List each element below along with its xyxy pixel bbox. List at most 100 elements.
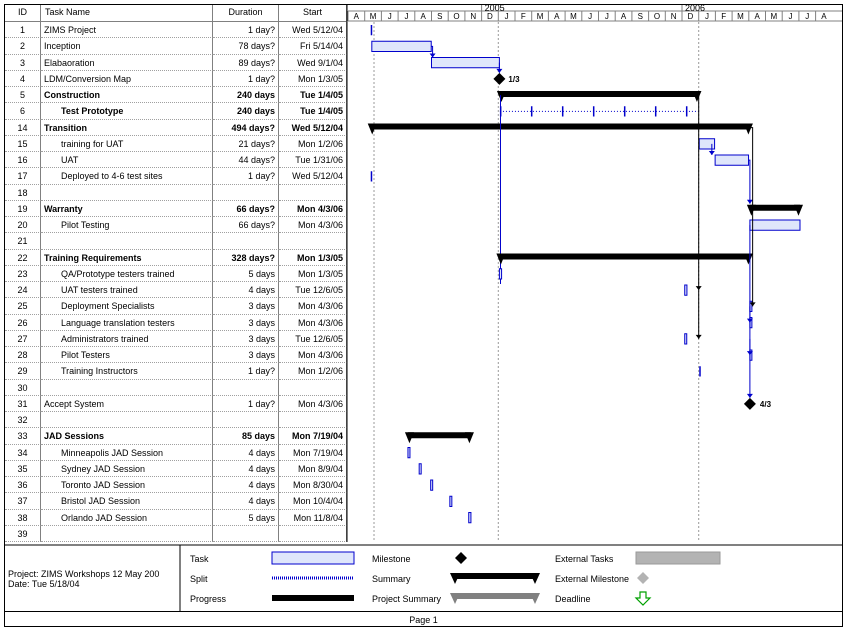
task-id-cell[interactable]: 19 [5, 200, 41, 217]
bar-administrators-trained[interactable] [684, 333, 688, 345]
task-name-cell[interactable]: Deployed to 4-6 test sites [41, 168, 213, 185]
task-duration-cell[interactable] [213, 379, 279, 396]
task-name-cell[interactable]: Minneapolis JAD Session [41, 444, 213, 461]
task-name-cell[interactable]: ZIMS Project [41, 22, 213, 39]
task-duration-cell[interactable] [213, 525, 279, 542]
task-duration-cell[interactable]: 3 days [213, 330, 279, 347]
task-name-cell[interactable]: Elabaoration [41, 54, 213, 71]
task-id-cell[interactable]: 25 [5, 298, 41, 315]
task-name-cell[interactable]: Deployment Specialists [41, 298, 213, 315]
task-duration-cell[interactable]: 1 day? [213, 168, 279, 185]
task-name-cell[interactable]: Transition [41, 119, 213, 136]
task-duration-cell[interactable]: 4 days [213, 282, 279, 299]
task-id-cell[interactable]: 18 [5, 184, 41, 201]
summary-training-requirements[interactable] [499, 253, 750, 260]
task-id-cell[interactable]: 26 [5, 314, 41, 331]
bar-deployed-test-sites[interactable] [370, 171, 373, 182]
task-id-cell[interactable]: 38 [5, 509, 41, 526]
task-id-cell[interactable]: 36 [5, 477, 41, 494]
summary-jad-sessions[interactable] [407, 432, 471, 439]
task-duration-cell[interactable]: 4 days [213, 460, 279, 477]
task-name-cell[interactable] [41, 412, 213, 429]
task-id-cell[interactable]: 22 [5, 249, 41, 266]
bar-minneapolis-jad[interactable] [407, 447, 411, 459]
task-id-cell[interactable]: 34 [5, 444, 41, 461]
task-id-cell[interactable]: 39 [5, 525, 41, 542]
task-name-cell[interactable]: Bristol JAD Session [41, 493, 213, 510]
task-id-cell[interactable]: 14 [5, 119, 41, 136]
task-name-cell[interactable]: Sydney JAD Session [41, 460, 213, 477]
bar-qa-prototype-testers[interactable] [498, 268, 503, 280]
task-duration-cell[interactable]: 44 days? [213, 152, 279, 169]
task-id-cell[interactable]: 6 [5, 103, 41, 120]
task-name-cell[interactable]: Inception [41, 38, 213, 55]
task-duration-cell[interactable]: 4 days [213, 493, 279, 510]
task-id-cell[interactable]: 35 [5, 460, 41, 477]
task-name-cell[interactable]: Orlando JAD Session [41, 509, 213, 526]
milestone-ldm-conversion-map[interactable] [493, 72, 506, 85]
task-duration-cell[interactable]: 78 days? [213, 38, 279, 55]
summary-transition[interactable] [370, 123, 750, 130]
task-id-cell[interactable]: 37 [5, 493, 41, 510]
bar-zims-project[interactable] [370, 25, 373, 36]
task-name-cell[interactable]: QA/Prototype testers trained [41, 265, 213, 282]
bar-elaboration[interactable] [431, 57, 500, 69]
task-duration-cell[interactable] [213, 412, 279, 429]
bar-uat-testers-trained[interactable] [684, 284, 688, 296]
task-name-cell[interactable]: Training Instructors [41, 363, 213, 380]
task-name-cell[interactable] [41, 379, 213, 396]
task-id-cell[interactable]: 21 [5, 233, 41, 250]
task-name-cell[interactable]: Toronto JAD Session [41, 477, 213, 494]
task-id-cell[interactable]: 33 [5, 428, 41, 445]
task-duration-cell[interactable]: 5 days [213, 509, 279, 526]
task-name-cell[interactable]: Training Requirements [41, 249, 213, 266]
task-id-cell[interactable]: 5 [5, 87, 41, 104]
task-duration-cell[interactable] [213, 184, 279, 201]
task-name-cell[interactable]: Pilot Testing [41, 217, 213, 234]
bar-toronto-jad[interactable] [430, 479, 434, 491]
task-duration-cell[interactable]: 21 days? [213, 135, 279, 152]
task-id-cell[interactable]: 28 [5, 347, 41, 364]
task-name-cell[interactable]: Language translation testers [41, 314, 213, 331]
column-header-id[interactable]: ID [5, 5, 41, 22]
task-duration-cell[interactable]: 66 days? [213, 217, 279, 234]
task-id-cell[interactable]: 17 [5, 168, 41, 185]
task-id-cell[interactable]: 23 [5, 265, 41, 282]
task-duration-cell[interactable]: 3 days [213, 298, 279, 315]
task-name-cell[interactable]: Administrators trained [41, 330, 213, 347]
bar-sydney-jad[interactable] [418, 463, 422, 475]
bar-uat[interactable] [714, 154, 750, 166]
task-duration-cell[interactable]: 66 days? [213, 200, 279, 217]
task-id-cell[interactable]: 16 [5, 152, 41, 169]
bar-pilot-testing[interactable] [749, 219, 801, 231]
task-id-cell[interactable]: 30 [5, 379, 41, 396]
summary-warranty[interactable] [749, 204, 800, 211]
task-duration-cell[interactable]: 1 day? [213, 70, 279, 87]
task-id-cell[interactable]: 4 [5, 70, 41, 87]
task-name-cell[interactable] [41, 233, 213, 250]
task-id-cell[interactable]: 31 [5, 395, 41, 412]
column-header-task-name[interactable]: Task Name [41, 5, 213, 22]
task-duration-cell[interactable]: 328 days? [213, 249, 279, 266]
milestone-accept-system[interactable] [743, 397, 756, 410]
task-duration-cell[interactable]: 3 days [213, 347, 279, 364]
task-duration-cell[interactable]: 3 days [213, 314, 279, 331]
task-duration-cell[interactable]: 1 day? [213, 363, 279, 380]
task-duration-cell[interactable]: 1 day? [213, 22, 279, 39]
bar-training-for-uat[interactable] [698, 138, 716, 150]
task-id-cell[interactable]: 27 [5, 330, 41, 347]
bar-orlando-jad[interactable] [468, 512, 472, 524]
task-id-cell[interactable]: 24 [5, 282, 41, 299]
task-name-cell[interactable]: Construction [41, 87, 213, 104]
bar-bristol-jad[interactable] [449, 495, 453, 507]
task-id-cell[interactable]: 2 [5, 38, 41, 55]
task-duration-cell[interactable]: 240 days [213, 103, 279, 120]
task-name-cell[interactable]: Warranty [41, 200, 213, 217]
task-id-cell[interactable]: 20 [5, 217, 41, 234]
task-name-cell[interactable] [41, 525, 213, 542]
task-name-cell[interactable]: JAD Sessions [41, 428, 213, 445]
task-duration-cell[interactable]: 494 days? [213, 119, 279, 136]
column-header-duration[interactable]: Duration [213, 5, 279, 22]
task-duration-cell[interactable]: 1 day? [213, 395, 279, 412]
task-duration-cell[interactable]: 89 days? [213, 54, 279, 71]
